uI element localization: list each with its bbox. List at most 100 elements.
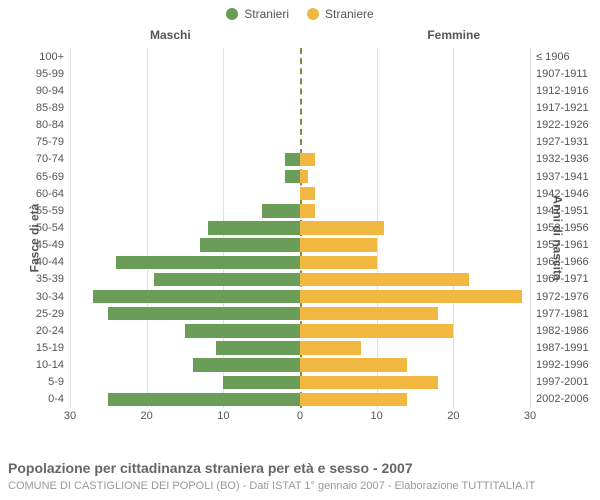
pyramid-row: 85-891917-1921 (70, 101, 530, 114)
age-label: 50-54 (36, 222, 70, 234)
pyramid-row: 95-991907-1911 (70, 67, 530, 80)
population-pyramid-chart: Fasce di età Anni di nascita Maschi Femm… (0, 28, 600, 448)
bar-male (208, 221, 300, 234)
pyramid-row: 55-591947-1951 (70, 204, 530, 217)
legend-label-male: Stranieri (244, 7, 289, 21)
age-label: 55-59 (36, 205, 70, 217)
bar-male (108, 307, 300, 320)
x-tick: 10 (217, 410, 229, 422)
bar-female (300, 307, 438, 320)
bar-male (262, 204, 300, 217)
column-headers: Maschi Femmine (0, 28, 600, 48)
bar-female (300, 358, 407, 371)
chart-footer: Popolazione per cittadinanza straniera p… (8, 459, 592, 494)
age-label: 90-94 (36, 85, 70, 97)
x-tick: 0 (297, 410, 303, 422)
bar-male (200, 238, 300, 251)
bar-female (300, 221, 384, 234)
bar-female (300, 187, 315, 200)
bar-male (285, 153, 300, 166)
legend-swatch-female (307, 8, 319, 20)
legend-item-male: Stranieri (226, 7, 289, 21)
birth-year-label: ≤ 1906 (530, 51, 570, 63)
birth-year-label: 1962-1966 (530, 256, 589, 268)
birth-year-label: 2002-2006 (530, 393, 589, 405)
bar-male (93, 290, 300, 303)
age-label: 85-89 (36, 102, 70, 114)
birth-year-label: 1917-1921 (530, 102, 589, 114)
age-label: 5-9 (48, 376, 70, 388)
birth-year-label: 1997-2001 (530, 376, 589, 388)
x-tick: 20 (447, 410, 459, 422)
birth-year-label: 1907-1911 (530, 68, 588, 80)
legend-item-female: Straniere (307, 7, 374, 21)
pyramid-row: 35-391967-1971 (70, 273, 530, 286)
age-label: 65-69 (36, 171, 70, 183)
age-label: 60-64 (36, 188, 70, 200)
legend-label-female: Straniere (325, 7, 374, 21)
age-label: 0-4 (48, 393, 70, 405)
birth-year-label: 1977-1981 (530, 308, 589, 320)
birth-year-label: 1952-1956 (530, 222, 589, 234)
bar-male (223, 376, 300, 389)
bar-female (300, 238, 377, 251)
pyramid-row: 40-441962-1966 (70, 256, 530, 269)
birth-year-label: 1972-1976 (530, 291, 589, 303)
pyramid-row: 50-541952-1956 (70, 221, 530, 234)
age-label: 95-99 (36, 68, 70, 80)
footer-title: Popolazione per cittadinanza straniera p… (8, 459, 592, 479)
bar-male (185, 324, 300, 337)
bar-female (300, 324, 453, 337)
birth-year-label: 1947-1951 (530, 205, 589, 217)
footer-subtitle: COMUNE DI CASTIGLIONE DEI POPOLI (BO) - … (8, 479, 592, 494)
birth-year-label: 1967-1971 (530, 273, 589, 285)
header-male: Maschi (150, 28, 191, 42)
plot-area: 100+≤ 190695-991907-191190-941912-191685… (70, 48, 530, 408)
pyramid-row: 65-691937-1941 (70, 170, 530, 183)
pyramid-row: 20-241982-1986 (70, 324, 530, 337)
bar-male (116, 256, 300, 269)
age-label: 10-14 (36, 359, 70, 371)
pyramid-row: 70-741932-1936 (70, 153, 530, 166)
x-tick: 20 (141, 410, 153, 422)
age-label: 100+ (39, 51, 70, 63)
pyramid-row: 30-341972-1976 (70, 290, 530, 303)
age-label: 40-44 (36, 256, 70, 268)
pyramid-row: 60-641942-1946 (70, 187, 530, 200)
birth-year-label: 1932-1936 (530, 153, 589, 165)
bar-female (300, 170, 308, 183)
pyramid-row: 15-191987-1991 (70, 341, 530, 354)
x-tick: 30 (64, 410, 76, 422)
pyramid-row: 90-941912-1916 (70, 84, 530, 97)
age-label: 70-74 (36, 153, 70, 165)
bar-male (193, 358, 300, 371)
age-label: 30-34 (36, 291, 70, 303)
birth-year-label: 1912-1916 (530, 85, 589, 97)
bar-female (300, 273, 469, 286)
age-label: 80-84 (36, 119, 70, 131)
birth-year-label: 1957-1961 (530, 239, 589, 251)
age-label: 35-39 (36, 273, 70, 285)
bar-female (300, 341, 361, 354)
birth-year-label: 1942-1946 (530, 188, 589, 200)
pyramid-row: 80-841922-1926 (70, 118, 530, 131)
birth-year-label: 1937-1941 (530, 171, 589, 183)
x-axis: 3020100102030 (70, 410, 530, 430)
pyramid-row: 5-91997-2001 (70, 376, 530, 389)
bar-male (216, 341, 300, 354)
birth-year-label: 1987-1991 (530, 342, 589, 354)
bar-female (300, 256, 377, 269)
bar-female (300, 153, 315, 166)
age-label: 15-19 (36, 342, 70, 354)
birth-year-label: 1982-1986 (530, 325, 589, 337)
birth-year-label: 1922-1926 (530, 119, 589, 131)
bar-male (285, 170, 300, 183)
x-tick: 30 (524, 410, 536, 422)
age-label: 75-79 (36, 136, 70, 148)
birth-year-label: 1992-1996 (530, 359, 589, 371)
legend-swatch-male (226, 8, 238, 20)
bar-female (300, 393, 407, 406)
birth-year-label: 1927-1931 (530, 136, 589, 148)
bar-male (154, 273, 300, 286)
bar-male (108, 393, 300, 406)
